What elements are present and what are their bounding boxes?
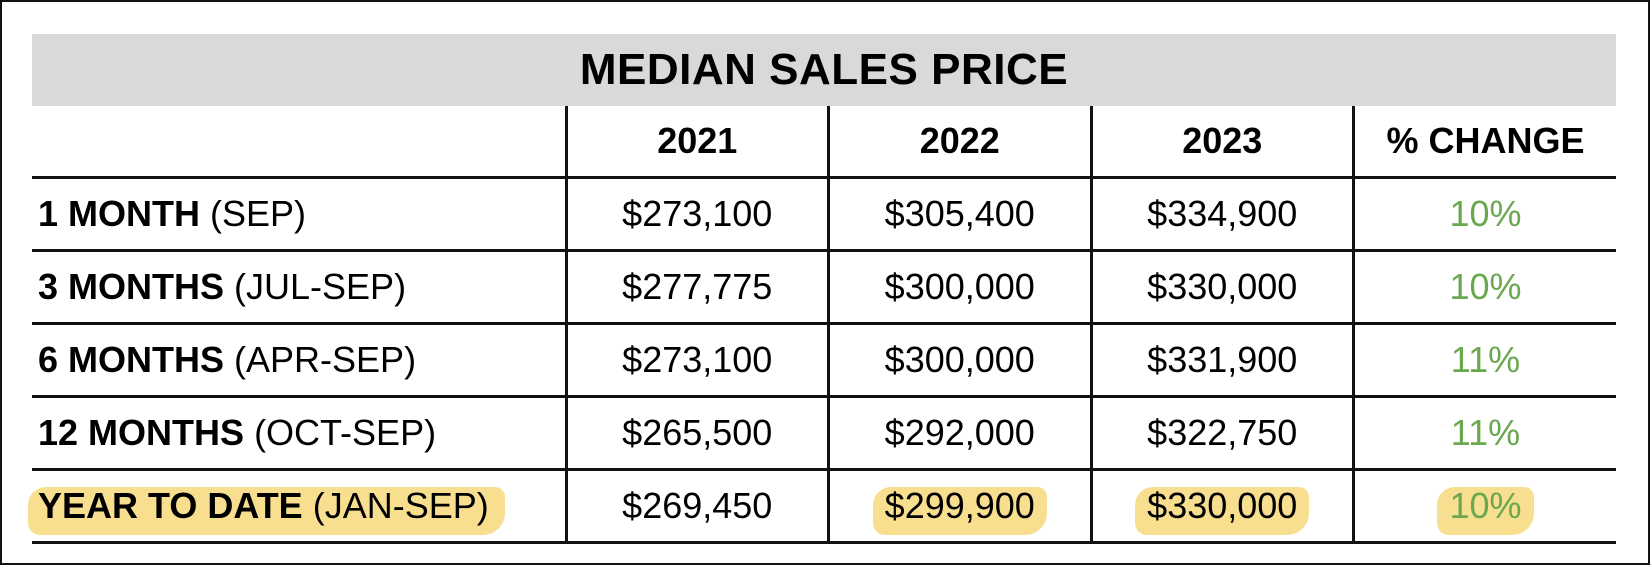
cell-2023: $330,000 — [1089, 469, 1354, 544]
row-label-period: YEAR TO DATE — [38, 485, 303, 526]
row-label-months: (JAN-SEP) — [312, 485, 489, 526]
cell-2022: $305,400 — [827, 177, 1091, 252]
cell-2021: $277,775 — [564, 250, 829, 325]
table-row: 12 MONTHS (OCT-SEP) $265,500 $292,000 $3… — [32, 396, 1616, 471]
header-pct-change: % CHANGE — [1352, 106, 1616, 179]
cell-2022: $299,900 — [827, 469, 1091, 544]
highlight-mark: $330,000 — [1135, 485, 1310, 535]
highlight-mark: 10% — [1437, 485, 1534, 535]
cell-2021: $269,450 — [564, 469, 829, 544]
row-label-period: 12 MONTHS — [38, 412, 245, 453]
chart-title: MEDIAN SALES PRICE — [579, 45, 1069, 94]
table-row: 3 MONTHS (JUL-SEP) $277,775 $300,000 $33… — [32, 250, 1616, 325]
cell-2021: $273,100 — [564, 177, 829, 252]
row-label: YEAR TO DATE (JAN-SEP) — [28, 469, 566, 544]
cell-pct-change: 11% — [1352, 396, 1616, 471]
table-row-highlighted: YEAR TO DATE (JAN-SEP) $269,450 $299,900… — [28, 469, 1616, 544]
cell-2023: $331,900 — [1089, 323, 1354, 398]
row-label: 12 MONTHS (OCT-SEP) — [32, 396, 566, 471]
cell-2023: $334,900 — [1089, 177, 1354, 252]
row-label-period: 6 MONTHS — [38, 339, 225, 380]
row-label-months: (SEP) — [210, 193, 307, 234]
price-table: 2021 2022 2023 % CHANGE 1 MONTH (SEP) $2… — [28, 106, 1616, 544]
cell-2022: $300,000 — [827, 323, 1091, 398]
cell-2023: $330,000 — [1089, 250, 1354, 325]
cell-2021: $265,500 — [564, 396, 829, 471]
cell-2022: $300,000 — [827, 250, 1091, 325]
row-label-period: 3 MONTHS — [38, 266, 225, 307]
header-row: 2021 2022 2023 % CHANGE — [32, 106, 1616, 179]
title-bar: MEDIAN SALES PRICE — [32, 34, 1616, 106]
highlight-mark: $299,900 — [872, 485, 1047, 535]
row-label-months: (OCT-SEP) — [254, 412, 437, 453]
cell-pct-change: 10% — [1352, 469, 1616, 544]
header-2022: 2022 — [827, 106, 1091, 179]
row-label-period: 1 MONTH — [38, 193, 200, 234]
header-label-cell — [32, 106, 566, 179]
table-row: 6 MONTHS (APR-SEP) $273,100 $300,000 $33… — [32, 323, 1616, 398]
header-2021: 2021 — [564, 106, 829, 179]
cell-pct-change: 10% — [1352, 250, 1616, 325]
header-2023: 2023 — [1089, 106, 1354, 179]
cell-pct-change: 10% — [1352, 177, 1616, 252]
table-row: 1 MONTH (SEP) $273,100 $305,400 $334,900… — [32, 177, 1616, 252]
row-label-months: (APR-SEP) — [234, 339, 417, 380]
cell-2021: $273,100 — [564, 323, 829, 398]
highlight-mark: YEAR TO DATE (JAN-SEP) — [28, 485, 505, 535]
row-label: 6 MONTHS (APR-SEP) — [32, 323, 566, 398]
cell-pct-change: 11% — [1352, 323, 1616, 398]
row-label-months: (JUL-SEP) — [234, 266, 407, 307]
row-label: 3 MONTHS (JUL-SEP) — [32, 250, 566, 325]
cell-2022: $292,000 — [827, 396, 1091, 471]
cell-2023: $322,750 — [1089, 396, 1354, 471]
row-label: 1 MONTH (SEP) — [32, 177, 566, 252]
